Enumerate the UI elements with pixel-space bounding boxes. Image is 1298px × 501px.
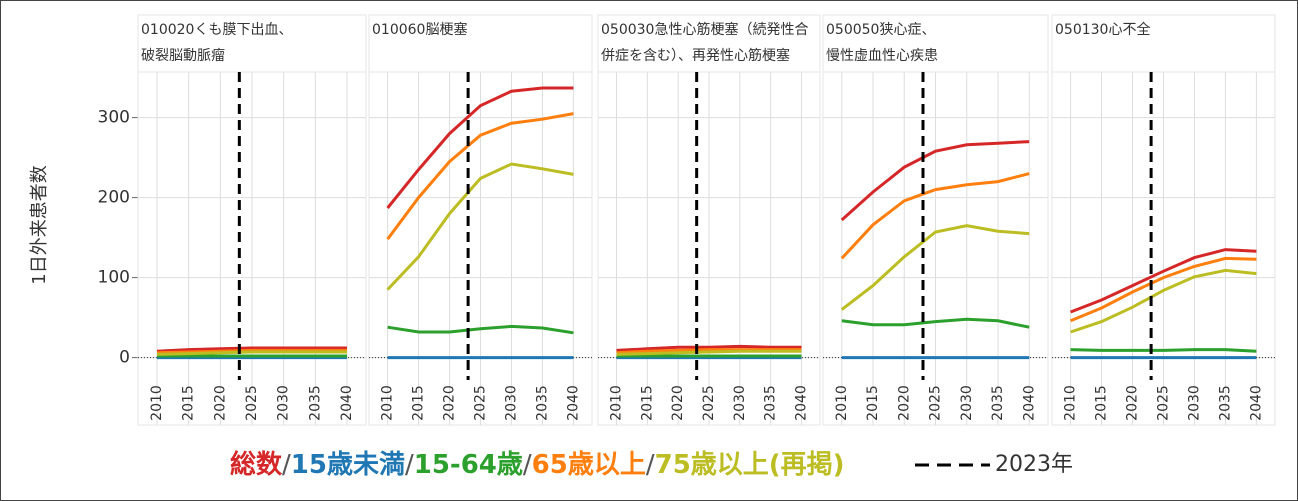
series-line bbox=[840, 172, 1030, 260]
panel-title-box bbox=[137, 14, 367, 73]
x-tick-label: 2025 bbox=[928, 385, 944, 421]
x-tick-label: 2010 bbox=[609, 385, 625, 421]
y-tick-label: 0 bbox=[119, 348, 130, 368]
legend-separator: / bbox=[282, 450, 291, 480]
x-tick-label: 2030 bbox=[1186, 385, 1202, 421]
y-tick-label: 100 bbox=[98, 268, 130, 288]
series-line bbox=[156, 346, 347, 353]
series-line bbox=[616, 344, 802, 352]
y-tick-label: 200 bbox=[98, 188, 130, 208]
series-line bbox=[616, 348, 802, 355]
legend-separator: / bbox=[646, 450, 655, 480]
panel-title: 050030急性心筋梗塞（続発性合 bbox=[601, 21, 808, 38]
x-tick-label: 2010 bbox=[380, 385, 396, 421]
x-tick-label: 2035 bbox=[990, 385, 1006, 421]
x-tick-label: 2020 bbox=[670, 385, 686, 421]
x-tick-label: 2025 bbox=[473, 385, 489, 421]
x-tick-label: 2010 bbox=[834, 385, 850, 421]
x-tick-label: 2035 bbox=[763, 385, 779, 421]
legend-separator: / bbox=[523, 450, 532, 480]
series-line bbox=[386, 162, 574, 291]
panel-title-box bbox=[1051, 14, 1276, 73]
series-line bbox=[840, 224, 1030, 311]
panel-title: 破裂脳動脈瘤 bbox=[141, 47, 225, 64]
x-tick-label: 2030 bbox=[276, 385, 292, 421]
x-tick-label: 2025 bbox=[1156, 385, 1172, 421]
y-tick-label: 300 bbox=[98, 108, 130, 128]
x-tick-label: 2015 bbox=[181, 385, 197, 421]
legend-entry: 15歳未満 bbox=[291, 450, 405, 480]
x-tick-label: 2020 bbox=[1125, 385, 1141, 421]
series-line bbox=[1070, 256, 1257, 323]
x-tick-label: 2030 bbox=[503, 385, 519, 421]
x-tick-label: 2020 bbox=[442, 385, 458, 421]
series-line bbox=[616, 349, 802, 356]
y-axis-label: 1日外来患者数 bbox=[29, 165, 50, 284]
x-tick-label: 2015 bbox=[1094, 385, 1110, 421]
x-tick-label: 2035 bbox=[307, 385, 323, 421]
x-tick-label: 2040 bbox=[1248, 385, 1264, 421]
series-line bbox=[1070, 268, 1257, 334]
series-line bbox=[387, 324, 574, 335]
x-tick-label: 2025 bbox=[244, 385, 260, 421]
x-tick-label: 2040 bbox=[794, 385, 810, 421]
x-tick-label: 2015 bbox=[411, 385, 427, 421]
x-tick-label: 2010 bbox=[1063, 385, 1079, 421]
x-tick-label: 2030 bbox=[959, 385, 975, 421]
x-tick-label: 2020 bbox=[896, 385, 912, 421]
panel-title: 050050狭心症、 bbox=[826, 22, 935, 38]
x-tick-label: 2040 bbox=[565, 385, 581, 421]
x-tick-label: 2015 bbox=[865, 385, 881, 421]
panel-title: 010060脳梗塞 bbox=[372, 21, 467, 38]
panel-title-box bbox=[368, 14, 593, 73]
panel-title-box bbox=[597, 14, 821, 73]
x-tick-label: 2020 bbox=[212, 385, 228, 421]
x-tick-label: 2010 bbox=[149, 385, 165, 421]
series-line bbox=[840, 140, 1030, 222]
x-tick-label: 2035 bbox=[1217, 385, 1233, 421]
panel-title: 050130心不全 bbox=[1055, 21, 1150, 38]
x-tick-label: 2015 bbox=[639, 385, 655, 421]
series-line bbox=[156, 348, 347, 355]
x-tick-label: 2040 bbox=[339, 385, 355, 421]
panel-title: 慢性虚血性心疾患 bbox=[826, 47, 938, 64]
series-line bbox=[156, 350, 347, 356]
x-tick-label: 2040 bbox=[1021, 385, 1037, 421]
legend: 総数/15歳未満/15-64歳/65歳以上/75歳以上(再掲) bbox=[230, 449, 845, 480]
panel-title: 併症を含む）、再発性心筋梗塞 bbox=[601, 47, 790, 64]
series-line bbox=[1070, 248, 1257, 314]
x-tick-label: 2025 bbox=[701, 385, 717, 421]
x-tick-label: 2030 bbox=[732, 385, 748, 421]
panel-title: 010020くも膜下出血、 bbox=[141, 22, 292, 38]
series-line bbox=[386, 112, 574, 241]
legend-entry: 15-64歳 bbox=[414, 450, 523, 480]
x-tick-label: 2035 bbox=[534, 385, 550, 421]
legend-entry: 75歳以上(再掲) bbox=[655, 450, 845, 480]
panel-title-box bbox=[822, 14, 1049, 73]
series-line bbox=[841, 317, 1030, 329]
series-line bbox=[1070, 348, 1257, 353]
legend-separator: / bbox=[405, 450, 414, 480]
series-line bbox=[386, 86, 574, 209]
legend-entry: 65歳以上 bbox=[532, 450, 646, 480]
legend-entry: 総数 bbox=[230, 449, 283, 480]
legend-reference-label: 2023年 bbox=[995, 452, 1073, 477]
